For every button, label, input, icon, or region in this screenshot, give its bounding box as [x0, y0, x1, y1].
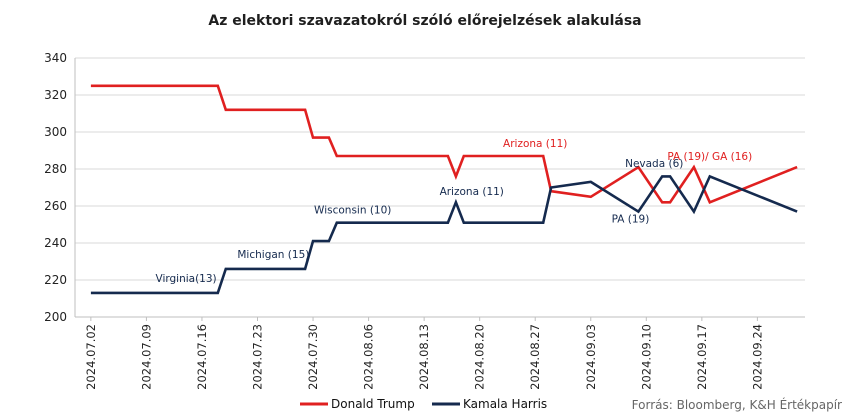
- y-tick-label: 300: [44, 125, 67, 139]
- annotation-label: Nevada (6): [625, 158, 683, 170]
- x-tick-label: 2024.09.10: [639, 324, 653, 390]
- x-tick-labels: 2024.07.02 2024.07.09 2024.07.16 2024.07.23…: [84, 324, 765, 390]
- axes: [74, 58, 805, 321]
- chart-title: Az elektori szavazatokról szóló előrejel…: [208, 13, 641, 29]
- legend: Donald Trump Kamala Harris: [300, 397, 547, 411]
- legend-label: Kamala Harris: [463, 397, 547, 411]
- series-line-harris: [90, 174, 798, 295]
- source-note: Forrás: Bloomberg, K&H Értékpapír: [632, 397, 842, 412]
- annotation-label: Michigan (15): [237, 249, 309, 261]
- y-tick-label: 260: [44, 199, 67, 213]
- x-tick-label: 2024.08.20: [473, 324, 487, 390]
- annotations: Virginia(13) Michigan (15) Wisconsin (10) A…: [156, 138, 753, 285]
- legend-label: Donald Trump: [331, 397, 415, 411]
- series-lines: [90, 84, 798, 295]
- annotation-label: PA (19)/ GA (16): [667, 151, 752, 163]
- gridlines: [75, 57, 805, 318]
- x-tick-label: 2024.08.06: [362, 324, 376, 390]
- x-tick-label: 2024.07.30: [306, 324, 320, 390]
- y-tick-label: 340: [44, 51, 67, 65]
- y-tick-label: 220: [44, 273, 67, 287]
- x-tick-label: 2024.09.03: [584, 324, 598, 390]
- annotation-label: Arizona (11): [440, 186, 504, 198]
- y-tick-label: 320: [44, 88, 67, 102]
- annotation-label: PA (19): [612, 214, 650, 226]
- x-tick-label: 2024.07.02: [84, 324, 98, 390]
- x-tick-label: 2024.07.16: [195, 324, 209, 390]
- x-tick-label: 2024.09.24: [750, 324, 764, 390]
- y-tick-label: 200: [44, 310, 67, 324]
- annotation-label: Virginia(13): [156, 273, 217, 285]
- x-tick-label: 2024.09.17: [695, 324, 709, 390]
- x-tick-label: 2024.07.09: [139, 324, 153, 390]
- annotation-label: Arizona (11): [503, 138, 567, 150]
- y-tick-label: 280: [44, 162, 67, 176]
- x-tick-label: 2024.08.13: [417, 324, 431, 390]
- annotation-label: Wisconsin (10): [314, 204, 391, 216]
- x-tick-label: 2024.07.23: [251, 324, 265, 390]
- series-line-trump: [90, 84, 798, 204]
- y-tick-labels: 200 220 240 260 280 300 320 340: [44, 51, 67, 324]
- x-tick-label: 2024.08.27: [528, 324, 542, 390]
- y-tick-label: 240: [44, 236, 67, 250]
